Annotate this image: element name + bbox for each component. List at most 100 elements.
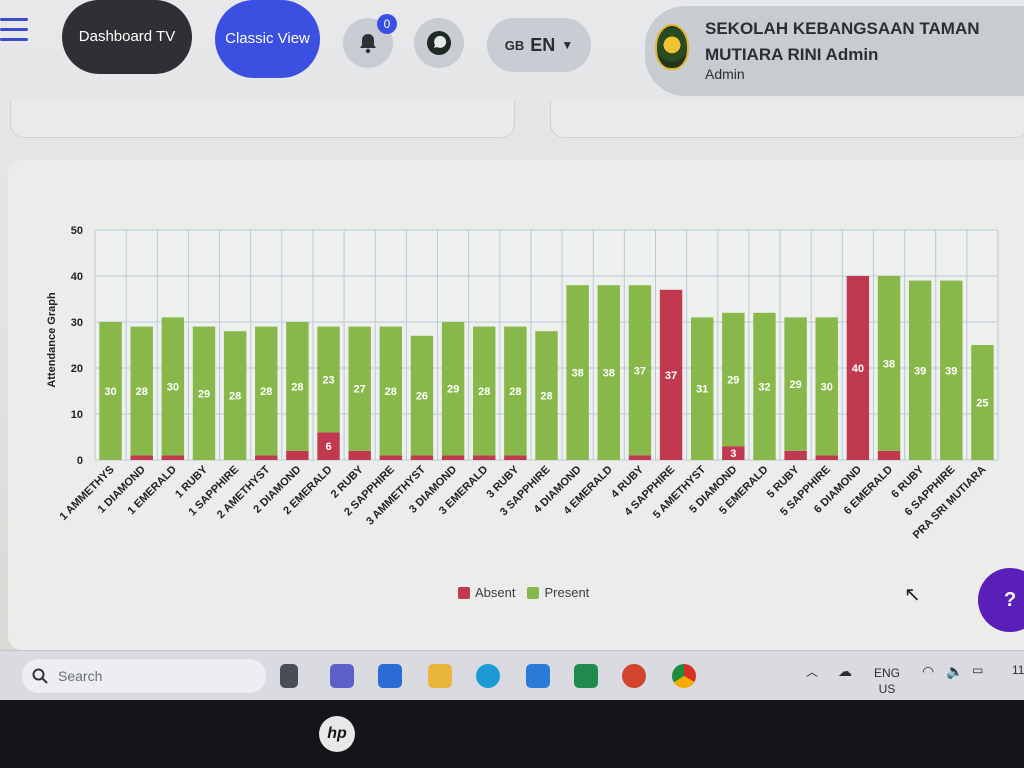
bar-absent[interactable] xyxy=(504,455,527,460)
bar-absent[interactable] xyxy=(410,455,434,460)
bar-present[interactable] xyxy=(161,317,185,456)
tray-chevron-icon[interactable]: ︿ xyxy=(806,665,819,679)
classic-view-button[interactable]: Classic View xyxy=(215,0,320,78)
edge-icon[interactable] xyxy=(476,664,500,688)
bar-present[interactable] xyxy=(690,317,714,460)
bar-present[interactable] xyxy=(877,276,901,451)
dashboard-tv-button[interactable]: Dashboard TV xyxy=(62,0,192,74)
bar-present[interactable] xyxy=(753,312,776,460)
hp-logo: hp xyxy=(319,716,355,752)
bar-present[interactable] xyxy=(223,331,247,460)
bar-label-present: 26 xyxy=(416,391,428,403)
help-button[interactable]: ? xyxy=(978,568,1024,632)
bar-label-present: 29 xyxy=(447,384,459,396)
bar-label-absent: 37 xyxy=(665,370,677,382)
bar-present[interactable] xyxy=(504,326,527,456)
legend-present[interactable]: Present xyxy=(527,585,589,600)
powerpoint-icon[interactable] xyxy=(622,664,646,688)
bar-present[interactable] xyxy=(722,312,745,447)
word-icon[interactable] xyxy=(378,664,402,688)
bar-absent[interactable] xyxy=(161,455,185,460)
excel-icon[interactable] xyxy=(574,664,598,688)
bar-label-present: 28 xyxy=(229,391,241,403)
bar-present[interactable] xyxy=(317,326,340,433)
bar-present[interactable] xyxy=(286,322,309,451)
bar-label-present: 28 xyxy=(478,386,490,398)
bar-label-absent: 6 xyxy=(325,441,331,453)
card-stub-left xyxy=(10,100,515,138)
bar-absent[interactable] xyxy=(130,455,153,460)
bar-label-present: 30 xyxy=(821,381,833,393)
bar-label-present: 28 xyxy=(291,381,303,393)
bar-label-present: 28 xyxy=(540,391,552,403)
chart-legend: Absent Present xyxy=(458,585,589,600)
teams-icon[interactable] xyxy=(330,664,354,688)
bar-absent[interactable] xyxy=(815,455,838,460)
bar-present[interactable] xyxy=(566,285,589,460)
menu-icon[interactable] xyxy=(0,18,30,46)
bar-present[interactable] xyxy=(908,280,932,460)
bar-absent[interactable] xyxy=(784,450,807,460)
cloud-off-icon[interactable]: ☁ xyxy=(838,663,852,679)
folder-icon[interactable] xyxy=(428,664,452,688)
battery-icon[interactable]: ▭ xyxy=(972,663,984,677)
bar-label-absent: 3 xyxy=(730,448,736,460)
chrome-icon[interactable] xyxy=(672,664,696,688)
store-icon[interactable] xyxy=(526,664,550,688)
file-explorer-small-icon[interactable] xyxy=(280,664,298,688)
wifi-icon[interactable]: ◠ xyxy=(922,663,935,679)
bar-label-present: 27 xyxy=(354,384,366,396)
bar-absent[interactable] xyxy=(722,446,745,460)
bar-present[interactable] xyxy=(192,326,216,460)
input-language[interactable]: ENG US xyxy=(874,665,900,697)
language-selector[interactable]: GB EN ▼ xyxy=(487,18,591,72)
bar-absent[interactable] xyxy=(286,450,309,460)
bar-label-present: 30 xyxy=(167,381,179,393)
bar-absent[interactable] xyxy=(379,455,403,460)
language-line-2: US xyxy=(878,682,896,696)
volume-icon[interactable]: 🔈 xyxy=(946,663,964,679)
clock[interactable]: 11 xyxy=(1012,663,1024,677)
bar-present[interactable] xyxy=(441,322,465,456)
bar-label-present: 28 xyxy=(260,386,272,398)
bar-absent[interactable] xyxy=(846,276,870,460)
bar-absent[interactable] xyxy=(348,450,371,460)
top-header: Dashboard TV Classic View 0 GB EN ▼ SEKO… xyxy=(0,0,1024,100)
legend-absent-label: Absent xyxy=(475,585,516,600)
taskbar-search[interactable]: Search xyxy=(22,659,266,693)
search-placeholder: Search xyxy=(58,668,103,684)
bar-label-present: 28 xyxy=(385,386,397,398)
bar-present[interactable] xyxy=(815,317,838,456)
y-tick-label: 40 xyxy=(71,271,83,283)
bar-present[interactable] xyxy=(130,326,153,456)
bar-label-present: 25 xyxy=(976,398,988,410)
bar-absent[interactable] xyxy=(659,289,683,460)
school-logo-icon xyxy=(655,24,689,70)
bar-present[interactable] xyxy=(379,326,403,456)
bar-absent[interactable] xyxy=(441,455,465,460)
bell-icon xyxy=(360,34,376,54)
bar-absent[interactable] xyxy=(628,455,652,460)
bar-absent[interactable] xyxy=(255,455,278,460)
chevron-down-icon: ▼ xyxy=(561,38,574,52)
bar-present[interactable] xyxy=(971,345,994,460)
notification-button[interactable]: 0 xyxy=(343,14,397,68)
bar-present[interactable] xyxy=(410,335,434,456)
bar-present[interactable] xyxy=(597,285,620,460)
bar-present[interactable] xyxy=(348,326,371,451)
bar-present[interactable] xyxy=(535,331,558,460)
bar-present[interactable] xyxy=(255,326,278,456)
bar-present[interactable] xyxy=(473,326,496,456)
bar-absent[interactable] xyxy=(473,455,496,460)
bar-present[interactable] xyxy=(628,285,652,456)
school-profile[interactable]: SEKOLAH KEBANGSAAN TAMAN MUTIARA RINI Ad… xyxy=(645,6,1024,96)
bar-absent[interactable] xyxy=(877,450,901,460)
legend-absent[interactable]: Absent xyxy=(458,585,515,600)
y-tick-label: 20 xyxy=(71,363,83,375)
bar-absent[interactable] xyxy=(317,432,340,460)
bar-present[interactable] xyxy=(940,280,963,460)
bar-present[interactable] xyxy=(784,317,807,451)
whatsapp-button[interactable] xyxy=(414,18,464,68)
bar-present[interactable] xyxy=(99,322,122,460)
laptop-bezel xyxy=(0,700,1024,768)
